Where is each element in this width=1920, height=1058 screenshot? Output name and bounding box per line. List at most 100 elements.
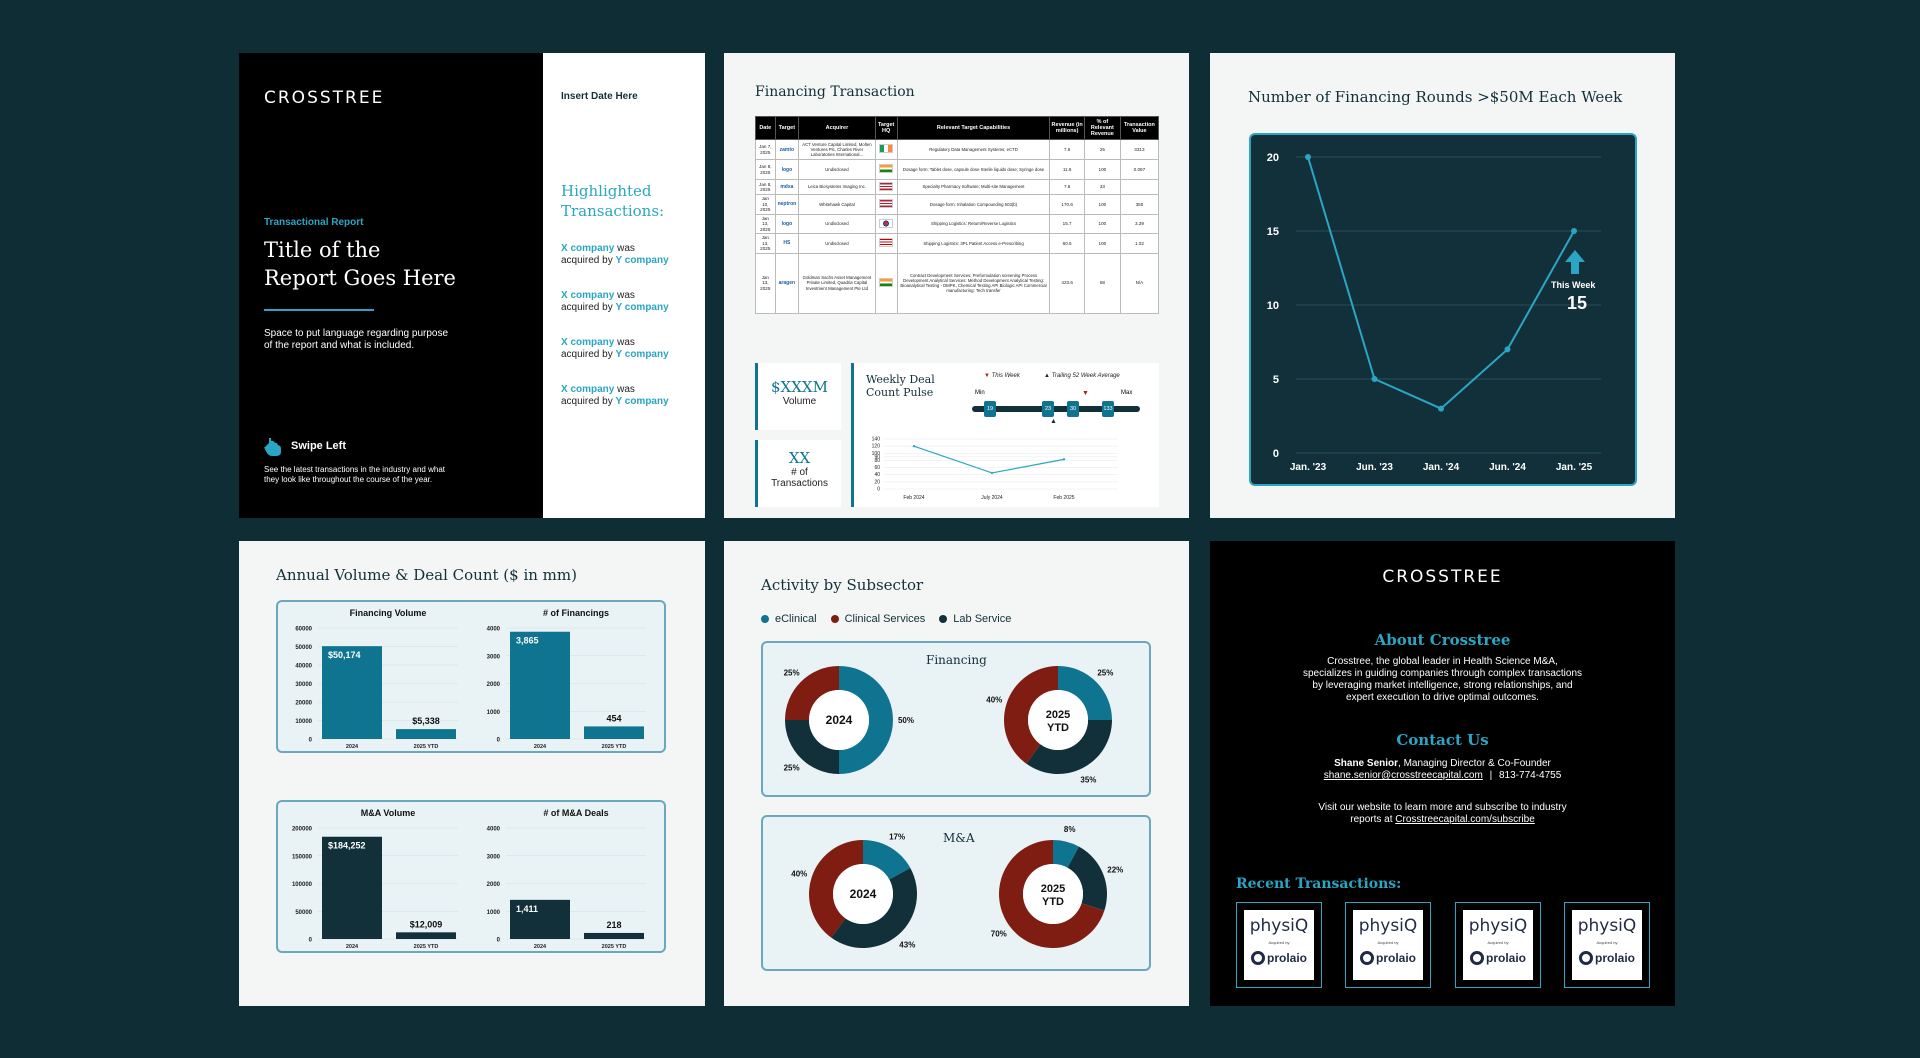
target-logo: aragen [778,280,796,286]
count-value: XX [788,449,811,467]
highlight-target: X company [561,243,615,254]
annual-title: Annual Volume & Deal Count ($ in mm) [276,566,577,584]
bar-y-tick: 1000 [487,710,501,716]
highlight-line1: X company was [561,290,701,302]
volume-label: Volume [782,396,817,407]
pulse-y-tick: 20 [874,479,880,485]
contact-separator: | [1489,770,1493,781]
recent-transaction-tile[interactable]: physiQ Acquired by prolaio [1455,902,1541,988]
rounds-y-tick: 15 [1267,226,1279,238]
bar-chart-title: M&A Volume [361,808,416,818]
table-cell-acquirer: Undisclosed [798,233,876,254]
table-row[interactable]: Jan 7, 2025 zamto ACT Venture Capital Limi… [755,139,1160,160]
rounds-x-tick: Jan. '25 [1556,462,1593,473]
transactions-table-wrap: Date Target Acquirer Target HQ Relevant Targ… [755,116,1160,314]
physiq-logo-text: physiQ [1468,916,1528,936]
legend-item: Lab Service [939,613,1011,625]
legend-label: Lab Service [953,613,1012,625]
legend-swatch [761,615,769,623]
target-logo: logo [781,220,793,227]
recent-transaction-tile[interactable]: physiQ Acquired by prolaio [1564,902,1650,988]
rounds-y-tick: 10 [1267,300,1279,312]
highlight-line1: X company was [561,243,701,255]
highlight-acquired-by: acquired by [561,255,613,266]
highlight-item: X company was acquired by Y company [561,337,701,361]
bar-y-tick: 4000 [487,627,501,633]
rounds-point [1438,405,1444,412]
financing-card: Financing Transaction Date Target Acquirer… [724,53,1189,518]
table-cell-rev: 423.6 [1049,252,1085,314]
highlight-item: X company was acquired by Y company [561,384,701,408]
financing-2024-donut: 50% 25% 25% 2024 [784,666,914,774]
table-cell-date: Jan 8, 2025 [755,179,776,195]
bar-x-tick: 2024 [346,744,359,750]
prolaio-logo-text: prolaio [1594,951,1635,965]
ma-count-chart: # of M&A Deals 0 1000 2000 3000 4000 1,411 2024… [487,808,646,950]
recent-transaction-tile[interactable]: physiQ Acquired by prolaio [1236,902,1322,988]
prolaio-icon [1359,951,1374,965]
highlight-title-line2: Transactions: [561,202,665,220]
recent-transaction-tile[interactable]: physiQ Acquired by prolaio [1345,902,1431,988]
table-row[interactable]: Jan 13, 2025 logo UndisclosedKRShipping Lo… [755,213,1160,234]
bar [584,726,644,739]
prolaio-icon [1250,951,1265,965]
donut-slice [839,666,893,774]
target-logo: mdxa [780,184,794,190]
swipe-label[interactable]: Swipe Left [291,440,347,452]
pulse-max-label: Max [1121,390,1133,396]
pulse-marker-trailing: ▲ [1050,418,1057,425]
bar-y-tick: 20000 [295,701,312,707]
rounds-y-tick: 20 [1267,152,1279,164]
bar-data-label: 3,865 [516,636,539,646]
country-flag-icon [879,238,894,247]
bar [322,836,382,939]
pulse-y-tick: 0 [877,487,880,493]
target-logo: zamto [779,146,795,153]
recent-transaction-logo: physiQ Acquired by prolaio [1463,910,1533,980]
table-cell-pct: 33 [1083,179,1121,195]
purpose-line1: Space to put language regarding purpose [264,328,449,339]
acquired-by-text: Acquired by [1596,940,1618,945]
highlight-acquired-by: acquired by [561,302,613,313]
legend-swatch [939,615,948,623]
bar [396,932,456,939]
donut-slice [831,867,917,948]
table-header: Revenue (in millions) [1049,116,1085,140]
recent-transaction-logo: physiQ Acquired by prolaio [1572,910,1642,980]
table-row[interactable]: Jan 8, 2025 logo UndisclosedINDosage form:… [755,159,1160,180]
contact-email-link[interactable]: shane.senior@crosstreecapital.com [1323,770,1483,781]
donut-data-label: 22% [1107,865,1123,874]
bar-data-label: $50,174 [328,650,361,660]
table-header: % of Relevant Revenue [1083,116,1121,140]
rounds-point [1371,376,1378,382]
legend-item: eClinical [761,613,817,625]
pulse-y-tick: 120 [872,444,881,450]
highlight-target: X company [561,384,615,395]
highlight-item: X company was acquired by Y company [561,243,701,267]
table-row[interactable]: Jan 13, 2025 HS UndisclosedMYShipping Logi… [755,233,1160,254]
table-cell-date: Jan 7, 2025 [755,139,776,160]
contact-block: Shane Senior, Managing Director & Co-Fou… [1210,758,1675,782]
volume-value: $XXXM [771,378,828,396]
acquired-by-text: Acquired by [1377,940,1399,945]
rounds-point [1305,154,1311,160]
highlight-was: was [617,290,635,301]
table-cell-pct: 25 [1083,139,1121,160]
table-cell-acquirer: Leica Biosystems Imaging Inc. [798,179,876,195]
bar-x-tick: 2025 YTD [414,944,439,950]
table-cell-hq: US [874,179,898,195]
table-row[interactable]: Jan 13, 2025 aragen Goldman Sachs Asset Ma… [755,252,1160,314]
rounds-x-tick: Jan. '23 [1290,462,1327,473]
about-body-line3: by leveraging market intelligence, stron… [1312,680,1573,691]
table-cell-target: zamto [774,139,800,160]
donut-data-label: 40% [986,695,1002,704]
country-flag-icon [879,218,894,228]
subscribe-link[interactable]: Crosstreecapital.com/subscribe [1395,814,1535,825]
swipe-desc-line2: they look like throughout the course of … [264,475,433,484]
table-row[interactable]: Jan 8, 2025 mdxa Leica Biosystems Imaging … [755,179,1160,195]
rounds-series-line [1307,156,1575,410]
table-cell-date: Jan 13, 2025 [755,233,776,254]
report-title-line2: Report Goes Here [264,266,456,290]
swipe-icon [264,436,282,456]
